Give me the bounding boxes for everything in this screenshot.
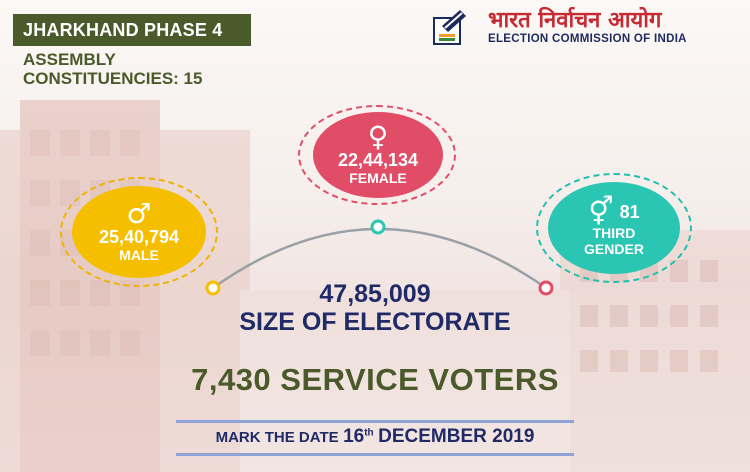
third-gender-top: ⚥ 81 [588, 195, 640, 228]
female-symbol-icon: ♀ [367, 120, 389, 153]
electorate-label: SIZE OF ELECTORATE [239, 308, 511, 336]
third-gender-bubble: ⚥ 81 THIRD GENDER [548, 182, 680, 274]
service-voters: 7,430 SERVICE VOTERS [191, 362, 559, 397]
assembly-line2: CONSTITUENCIES: 15 [23, 69, 203, 88]
phase-badge: JHARKHAND PHASE 4 [13, 14, 251, 46]
female-label: FEMALE [349, 170, 407, 186]
third-gender-symbol-icon: ⚥ [588, 195, 614, 228]
third-gender-label-line1: THIRD [592, 225, 636, 241]
third-gender-label-line2: GENDER [584, 241, 644, 257]
female-connector-dot [370, 219, 386, 235]
third-gender-count: 81 [619, 202, 640, 222]
assembly-constituencies: ASSEMBLY CONSTITUENCIES: 15 [23, 50, 202, 88]
date-day: 16 [343, 426, 365, 447]
date-prefix: MARK THE DATE [215, 429, 339, 446]
date-top-rule [176, 420, 574, 423]
male-count: 25,40,794 [98, 227, 180, 247]
date-text: MARK THE DATE 16th DECEMBER 2019 [176, 426, 574, 448]
male-bubble: ♂ 25,40,794 MALE [72, 186, 206, 278]
male-connector-dot [205, 280, 221, 296]
eci-english-name: ELECTION COMMISSION OF INDIA [488, 33, 687, 45]
eci-ballot-logo-icon [433, 10, 466, 45]
date-suffix: th [364, 427, 374, 439]
male-symbol-icon: ♂ [126, 197, 152, 230]
eci-branding: भारत निर्वाचन आयोग ELECTION COMMISSION O… [430, 6, 740, 46]
eci-hindi-name: भारत निर्वाचन आयोग [488, 8, 662, 33]
third-connector-dot [538, 280, 554, 296]
male-ring [60, 177, 218, 287]
date-month-year: DECEMBER 2019 [378, 426, 535, 447]
electorate-count: 47,85,009 [319, 280, 431, 308]
assembly-line1: ASSEMBLY [23, 50, 116, 69]
date-bottom-rule [176, 453, 574, 456]
female-count: 22,44,134 [337, 150, 419, 170]
mark-the-date-banner: MARK THE DATE 16th DECEMBER 2019 [176, 420, 574, 456]
female-ring [298, 105, 456, 205]
female-bubble: ♀ 22,44,134 FEMALE [313, 112, 443, 198]
third-gender-ring [536, 173, 692, 283]
male-label: MALE [119, 247, 159, 263]
